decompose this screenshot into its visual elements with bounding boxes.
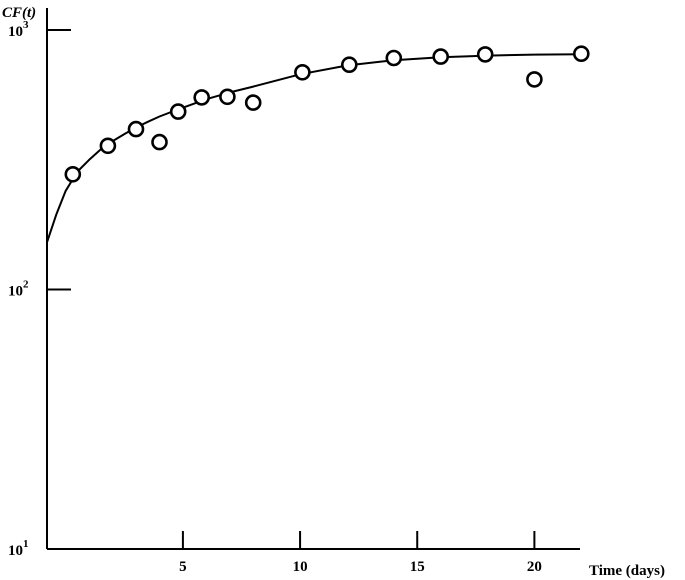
data-points-layer — [64, 45, 590, 183]
x-tick-label: 10 — [293, 559, 308, 575]
y-tick-label-exponent: 2 — [23, 279, 29, 291]
data-point — [64, 166, 82, 183]
axes — [46, 8, 580, 550]
data-point — [169, 103, 187, 120]
x-tick-label: 5 — [179, 559, 187, 575]
data-point — [572, 45, 590, 63]
x-axis-title: Time (days) — [589, 563, 665, 579]
y-axis-title: CF(t) — [2, 5, 36, 21]
data-point — [244, 94, 262, 111]
x-tick-label: 15 — [410, 559, 425, 575]
data-point — [476, 46, 494, 63]
data-point — [294, 64, 311, 81]
data-point — [193, 89, 210, 106]
fitted-curve-layer — [46, 53, 583, 244]
y-tick-label-base: 10 — [8, 543, 23, 559]
y-tick-label-exponent: 1 — [23, 538, 29, 550]
y-tick-label: 101 — [8, 538, 29, 559]
x-tick-label: 20 — [527, 559, 542, 575]
y-tick-label-base: 10 — [8, 24, 23, 40]
y-tick-label-base: 10 — [8, 284, 23, 300]
y-tick-label-exponent: 3 — [23, 19, 29, 31]
data-point — [127, 120, 145, 138]
data-point — [99, 137, 117, 155]
data-point — [432, 48, 450, 65]
data-point — [340, 56, 358, 73]
data-point — [151, 133, 168, 151]
data-point — [526, 71, 543, 88]
data-point — [219, 88, 236, 106]
fitted-curve — [46, 53, 583, 244]
data-point — [385, 49, 403, 67]
y-tick-label: 103 — [8, 19, 29, 40]
y-tick-label: 102 — [8, 279, 29, 300]
